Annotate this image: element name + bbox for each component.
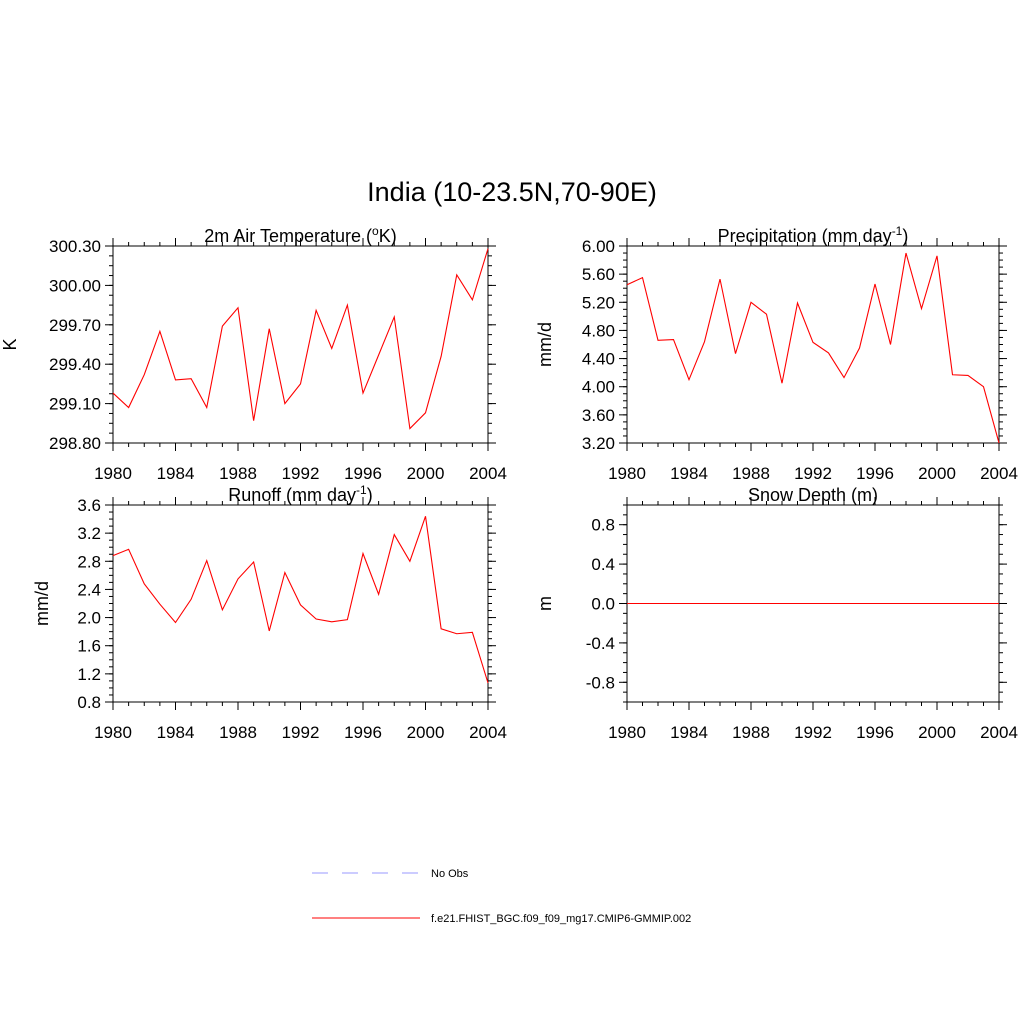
plot-frame (626, 245, 1000, 444)
x-tick-label-1988: 1988 (732, 464, 770, 483)
x-tick-label-1992: 1992 (282, 464, 320, 483)
y-tick-label-299p70: 299.70 (49, 316, 101, 335)
panel-title: 2m Air Temperature (oK) (204, 224, 396, 246)
series-line (112, 248, 489, 430)
panel-title: Precipitation (mm day-1) (718, 224, 909, 246)
panel-title: Runoff (mm day-1) (228, 483, 372, 505)
panel-title-end: ) (367, 485, 373, 505)
y-axis-label: mm/d (535, 322, 555, 367)
panel-title: Snow Depth (m) (748, 485, 878, 505)
x-tick-label-2004: 2004 (469, 464, 507, 483)
x-tick-label-1992: 1992 (282, 723, 320, 742)
y-axis-label: K (0, 338, 20, 350)
x-tick-label-1984: 1984 (670, 723, 708, 742)
x-tick-label-1980: 1980 (608, 464, 646, 483)
x-tick-label-1984: 1984 (157, 464, 195, 483)
y-tick-label-5p20: 5.20 (582, 293, 615, 312)
y-axis-label: m (535, 596, 555, 611)
y-tick-label-300p00: 300.00 (49, 276, 101, 295)
plot-frame (112, 245, 489, 444)
x-tick-label-1992: 1992 (794, 723, 832, 742)
y-tick-label-6p00: 6.00 (582, 237, 615, 256)
panel-title-superscript: -1 (356, 483, 367, 497)
series-line (626, 252, 1000, 444)
x-tick-label-2004: 2004 (980, 723, 1018, 742)
y-tick-label-299p40: 299.40 (49, 355, 101, 374)
x-tick-label-1996: 1996 (856, 723, 894, 742)
y-tick-label-0p0: 0.0 (591, 595, 615, 614)
panel-title-main: Runoff (mm day (228, 485, 356, 505)
panel-snow-depth: -0.8 -0.4 0.0 0.4 0.8 1980 1984 1988 1992 1996 200… (535, 485, 1018, 742)
x-tick-label-1984: 1984 (670, 464, 708, 483)
x-tick-label-2000: 2000 (918, 723, 956, 742)
panel-title-superscript: -1 (892, 224, 903, 238)
y-tick-label-3p2: 3.2 (77, 524, 101, 543)
y-tick-label-3p60: 3.60 (582, 406, 615, 425)
y-tick-label-5p60: 5.60 (582, 265, 615, 284)
y-axis-label: mm/d (32, 581, 52, 626)
x-tick-label-1988: 1988 (219, 723, 257, 742)
y-tick-label-299p10: 299.10 (49, 395, 101, 414)
y-tick-label-0p8: 0.8 (591, 516, 615, 535)
y-tick-label-3p20: 3.20 (582, 434, 615, 453)
y-tick-label-0p4: 0.4 (591, 555, 615, 574)
y-tick-label-2p0: 2.0 (77, 609, 101, 628)
y-tick-label-4p00: 4.00 (582, 378, 615, 397)
x-tick-label-1992: 1992 (794, 464, 832, 483)
x-tick-label-1980: 1980 (608, 723, 646, 742)
panel-precipitation: 3.20 3.60 4.00 4.40 4.80 5.20 5.60 6.00 1980 1984… (535, 224, 1018, 483)
x-tick-label-1980: 1980 (94, 464, 132, 483)
y-tick-label-298p80: 298.80 (49, 434, 101, 453)
y-tick-label-1p2: 1.2 (77, 665, 101, 684)
plot-frame (112, 504, 489, 703)
y-tick-label-2p4: 2.4 (77, 580, 101, 599)
panel-runoff: 0.8 1.2 1.6 2.0 2.4 2.8 3.2 3.6 1980 1984 1988 1992… (32, 483, 507, 742)
legend-label-no-obs: No Obs (431, 868, 469, 880)
panel-title-main: 2m Air Temperature ( (204, 226, 372, 246)
x-tick-label-1996: 1996 (344, 723, 382, 742)
x-tick-label-2004: 2004 (469, 723, 507, 742)
x-tick-label-2000: 2000 (407, 723, 445, 742)
x-tick-label-2000: 2000 (407, 464, 445, 483)
panel-title-end: ) (902, 226, 908, 246)
series-line (112, 516, 489, 684)
y-tick-label-2p8: 2.8 (77, 552, 101, 571)
figure-title: India (10-23.5N,70-90E) (367, 177, 657, 207)
legend: No Obs f.e21.FHIST_BGC.f09_f09_mg17.CMIP… (312, 868, 691, 925)
legend-label-model: f.e21.FHIST_BGC.f09_f09_mg17.CMIP6-GMMIP… (431, 913, 691, 925)
y-tick-label-1p6: 1.6 (77, 637, 101, 656)
y-tick-label-4p40: 4.40 (582, 350, 615, 369)
panel-temperature: 298.80 299.10 299.40 299.70 300.00 300.30 1980… (0, 224, 507, 483)
y-tick-label-m0p4: -0.4 (586, 634, 615, 653)
x-tick-label-1980: 1980 (94, 723, 132, 742)
x-tick-label-1996: 1996 (344, 464, 382, 483)
x-tick-label-2000: 2000 (918, 464, 956, 483)
y-tick-label-4p80: 4.80 (582, 321, 615, 340)
panel-title-end: K) (379, 226, 397, 246)
x-tick-label-2004: 2004 (980, 464, 1018, 483)
y-tick-label-300p30: 300.30 (49, 237, 101, 256)
y-tick-label-0p8: 0.8 (77, 693, 101, 712)
panel-title-main: Precipitation (mm day (718, 226, 892, 246)
x-tick-label-1996: 1996 (856, 464, 894, 483)
y-tick-label-m0p8: -0.8 (586, 673, 615, 692)
x-tick-label-1984: 1984 (157, 723, 195, 742)
x-tick-label-1988: 1988 (219, 464, 257, 483)
panel-title-superscript: o (372, 224, 379, 238)
panel-title-main: Snow Depth (m) (748, 485, 878, 505)
x-tick-label-1988: 1988 (732, 723, 770, 742)
y-tick-label-3p6: 3.6 (77, 496, 101, 515)
